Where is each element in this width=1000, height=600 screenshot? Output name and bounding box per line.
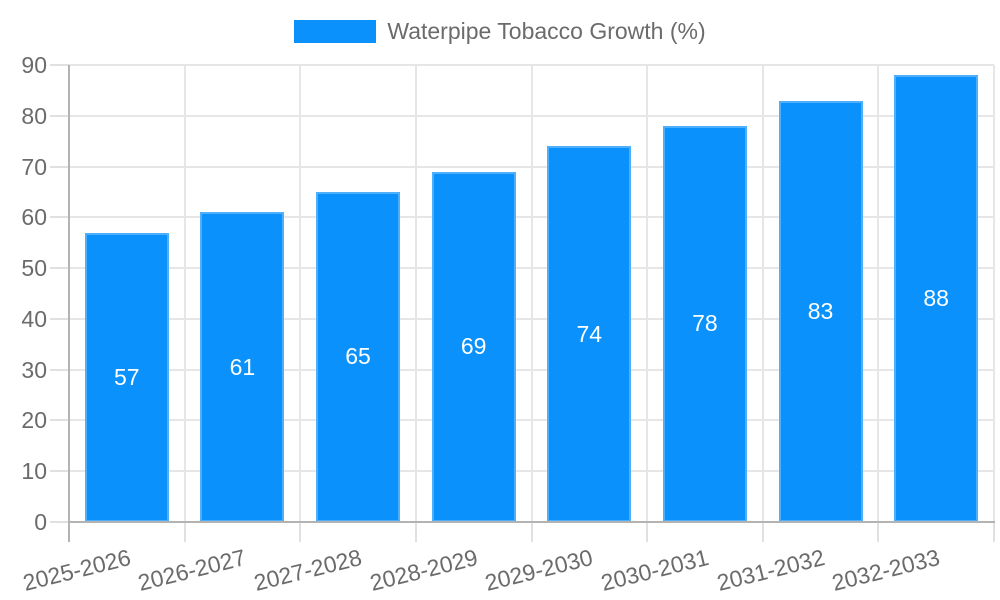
x-axis-tick bbox=[993, 522, 995, 542]
y-axis-label: 40 bbox=[21, 305, 47, 332]
y-axis-tick bbox=[50, 216, 69, 219]
gridline-vertical bbox=[761, 65, 764, 522]
gridline-vertical bbox=[299, 65, 302, 522]
y-axis-label: 80 bbox=[21, 102, 47, 129]
x-axis-tick bbox=[183, 522, 186, 542]
y-axis-tick bbox=[50, 419, 69, 422]
bar[interactable]: 69 bbox=[431, 171, 516, 522]
x-axis-label: 2026-2027 bbox=[135, 544, 249, 596]
y-axis-tick bbox=[50, 317, 69, 320]
y-axis-tick bbox=[50, 368, 69, 371]
y-axis-label: 20 bbox=[21, 407, 47, 434]
y-axis-tick bbox=[50, 470, 69, 473]
y-axis-tick bbox=[50, 165, 69, 168]
x-axis-label: 2030-2031 bbox=[598, 544, 712, 596]
y-axis-label: 30 bbox=[21, 356, 47, 383]
gridline-vertical bbox=[530, 65, 533, 522]
y-axis-line bbox=[68, 65, 70, 522]
bar[interactable]: 61 bbox=[200, 212, 285, 522]
gridline-vertical bbox=[183, 65, 186, 522]
bar-value-label: 57 bbox=[114, 363, 140, 390]
bar[interactable]: 74 bbox=[547, 146, 632, 522]
gridline-vertical bbox=[646, 65, 649, 522]
bar-value-label: 61 bbox=[229, 353, 256, 380]
x-axis-label: 2025-2026 bbox=[20, 544, 134, 596]
y-axis-label: 60 bbox=[21, 204, 47, 231]
gridline-vertical bbox=[877, 65, 880, 522]
y-axis-label: 90 bbox=[21, 52, 47, 78]
x-axis-label: 2031-2032 bbox=[713, 544, 827, 596]
y-axis-tick bbox=[50, 267, 69, 270]
x-axis-tick bbox=[414, 522, 417, 542]
x-axis-label: 2032-2033 bbox=[829, 544, 943, 596]
x-axis-tick bbox=[530, 522, 533, 542]
bar-value-label: 69 bbox=[460, 333, 487, 360]
gridline-vertical bbox=[993, 65, 995, 522]
legend-swatch bbox=[294, 19, 377, 43]
y-axis-label: 10 bbox=[21, 458, 47, 485]
x-axis-tick bbox=[299, 522, 302, 542]
bar[interactable]: 88 bbox=[894, 75, 979, 522]
y-axis-label: 70 bbox=[21, 153, 47, 180]
x-axis-line bbox=[68, 521, 995, 523]
x-axis-label: 2028-2029 bbox=[366, 544, 480, 596]
x-axis-tick bbox=[68, 522, 70, 542]
bar[interactable]: 57 bbox=[84, 232, 169, 522]
x-axis-tick bbox=[646, 522, 649, 542]
bar-value-label: 88 bbox=[923, 285, 949, 312]
bar-value-label: 83 bbox=[807, 297, 834, 324]
bar-value-label: 65 bbox=[345, 343, 371, 370]
bar[interactable]: 83 bbox=[778, 100, 863, 522]
plot-area: 57 61 65 69 74 78 83 88 bbox=[69, 64, 995, 522]
x-axis-label: 2029-2030 bbox=[482, 544, 596, 596]
bar[interactable]: 65 bbox=[316, 191, 401, 522]
y-axis-tick bbox=[50, 64, 69, 66]
y-axis-tick bbox=[50, 521, 69, 523]
bar-value-label: 74 bbox=[576, 320, 603, 347]
legend-label: Waterpipe Tobacco Growth (%) bbox=[387, 17, 706, 44]
x-axis-tick bbox=[761, 522, 764, 542]
legend-item[interactable]: Waterpipe Tobacco Growth (%) bbox=[0, 14, 1000, 48]
x-axis-tick bbox=[877, 522, 880, 542]
y-axis-label: 50 bbox=[21, 255, 47, 282]
bar[interactable]: 78 bbox=[662, 125, 747, 522]
gridline-vertical bbox=[414, 65, 417, 522]
x-axis-label: 2027-2028 bbox=[251, 544, 365, 596]
y-axis-label: 0 bbox=[34, 509, 47, 535]
bar-value-label: 78 bbox=[692, 310, 718, 337]
y-axis-tick bbox=[50, 114, 69, 117]
